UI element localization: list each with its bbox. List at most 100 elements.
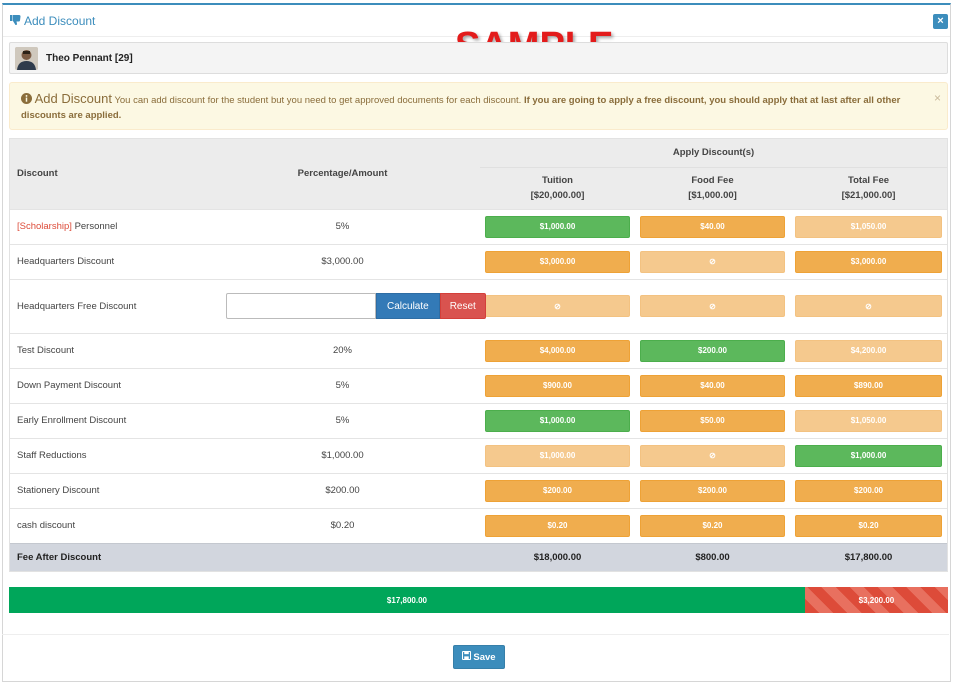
- discount-name: Stationery Discount: [10, 472, 205, 508]
- apply-cell-food: $40.00: [635, 367, 790, 403]
- info-alert: Add Discount You can add discount for th…: [9, 82, 948, 130]
- alert-text: You can add discount for the student but…: [114, 95, 522, 106]
- apply-total-button[interactable]: $1,050.00: [795, 409, 943, 432]
- header-total-amount: [$21,000.00]: [841, 190, 896, 201]
- apply-cell-total: $890.00: [790, 367, 948, 403]
- discount-value: $0.20: [205, 507, 480, 543]
- discount-row: cash discount $0.20 $0.20 $0.20 $0.20: [10, 507, 948, 543]
- discount-value: 5%: [205, 402, 480, 438]
- discount-name-text: Early Enrollment Discount: [17, 415, 127, 426]
- apply-tuition-button[interactable]: $1,000.00: [485, 444, 630, 467]
- scholarship-tag: [Scholarship]: [17, 221, 72, 232]
- discount-name: Early Enrollment Discount: [10, 402, 205, 438]
- discount-value: $3,000.00: [205, 243, 480, 279]
- discount-name-text: Headquarters Discount: [17, 256, 115, 267]
- apply-tuition-button[interactable]: $3,000.00: [485, 250, 630, 273]
- discount-name: Down Payment Discount: [10, 367, 205, 403]
- apply-cell-tuition: $900.00: [480, 367, 635, 403]
- discount-name-text: Headquarters Free Discount: [17, 300, 137, 312]
- apply-total-button[interactable]: $1,000.00: [795, 444, 943, 467]
- header-apply-discounts: Apply Discount(s): [480, 139, 948, 167]
- header-food-amount: [$1,000.00]: [688, 190, 737, 201]
- free-discount-input[interactable]: [226, 293, 376, 319]
- student-bar: Theo Pennant [29]: [9, 42, 948, 74]
- apply-cell-tuition: ⊘: [480, 278, 635, 333]
- apply-cell-total: ⊘: [790, 278, 948, 333]
- discount-name-text: Personnel: [74, 221, 118, 232]
- save-label: Save: [473, 651, 496, 663]
- apply-cell-tuition: $3,000.00: [480, 243, 635, 279]
- apply-total-button[interactable]: $1,050.00: [795, 215, 943, 238]
- header-food-label: Food Fee: [691, 175, 734, 186]
- modal-title-text: Add Discount: [24, 14, 96, 28]
- apply-cell-total: $200.00: [790, 472, 948, 508]
- discount-name: Test Discount: [10, 332, 205, 368]
- header-food: Food Fee [$1,000.00]: [635, 166, 790, 209]
- apply-total-button[interactable]: $0.20: [795, 514, 943, 537]
- free-discount-calculator: Calculate Reset: [205, 278, 486, 333]
- ban-icon-button[interactable]: ⊘: [640, 444, 785, 467]
- apply-tuition-button[interactable]: $900.00: [485, 374, 630, 397]
- apply-tuition-button[interactable]: $1,000.00: [485, 409, 630, 432]
- header-discount: Discount: [10, 139, 205, 209]
- apply-total-button[interactable]: $3,000.00: [795, 250, 943, 273]
- ban-icon-button[interactable]: ⊘: [640, 295, 785, 317]
- apply-cell-tuition: $1,000.00: [480, 208, 635, 244]
- apply-cell-food: ⊘: [635, 437, 790, 473]
- apply-tuition-button[interactable]: $0.20: [485, 514, 630, 537]
- apply-cell-total: $1,050.00: [790, 402, 948, 438]
- apply-food-button[interactable]: $200.00: [640, 339, 785, 362]
- save-icon: [462, 650, 472, 663]
- apply-cell-tuition: $4,000.00: [480, 332, 635, 368]
- apply-cell-food: $50.00: [635, 402, 790, 438]
- footer-total: $17,800.00: [790, 542, 948, 571]
- apply-cell-total: $4,200.00: [790, 332, 948, 368]
- discount-row: Early Enrollment Discount 5% $1,000.00 $50.…: [10, 402, 948, 438]
- apply-tuition-button[interactable]: $1,000.00: [485, 215, 630, 238]
- apply-food-button[interactable]: $0.20: [640, 514, 785, 537]
- apply-food-button[interactable]: $40.00: [640, 374, 785, 397]
- footer-food: $800.00: [635, 542, 790, 571]
- apply-cell-total: $0.20: [790, 507, 948, 543]
- header-tuition-amount: [$20,000.00]: [530, 190, 585, 201]
- apply-food-button[interactable]: $50.00: [640, 409, 785, 432]
- ban-icon-button[interactable]: ⊘: [485, 295, 630, 317]
- discount-name-text: Stationery Discount: [17, 485, 100, 496]
- header-total-label: Total Fee: [848, 175, 890, 186]
- apply-tuition-button[interactable]: $4,000.00: [485, 339, 630, 362]
- apply-cell-tuition: $200.00: [480, 472, 635, 508]
- apply-total-button[interactable]: $200.00: [795, 479, 943, 502]
- discount-name: Headquarters Free Discount: [10, 278, 205, 333]
- discount-name: Headquarters Discount: [10, 243, 205, 279]
- apply-cell-food: $200.00: [635, 332, 790, 368]
- ban-icon-button[interactable]: ⊘: [795, 295, 943, 317]
- payment-progress-bar: $17,800.00 $3,200.00: [9, 587, 948, 613]
- fee-after-discount-row: Fee After Discount $18,000.00 $800.00 $1…: [10, 542, 948, 571]
- apply-total-button[interactable]: $4,200.00: [795, 339, 943, 362]
- discount-value: $200.00: [205, 472, 480, 508]
- discount-name: cash discount: [10, 507, 205, 543]
- apply-food-button[interactable]: $200.00: [640, 479, 785, 502]
- calculator-group: Calculate Reset: [206, 293, 486, 319]
- apply-cell-total: $1,000.00: [790, 437, 948, 473]
- discount-row: Staff Reductions $1,000.00 $1,000.00 ⊘ $1,00…: [10, 437, 948, 473]
- apply-food-button[interactable]: $40.00: [640, 215, 785, 238]
- alert-close-icon[interactable]: ×: [933, 91, 941, 105]
- discount-name-text: Staff Reductions: [17, 450, 87, 461]
- apply-total-button[interactable]: $890.00: [795, 374, 943, 397]
- calculate-button[interactable]: Calculate: [376, 293, 440, 319]
- discount-row: Stationery Discount $200.00 $200.00 $200.00…: [10, 472, 948, 508]
- ban-icon-button[interactable]: ⊘: [640, 250, 785, 273]
- apply-cell-food: ⊘: [635, 243, 790, 279]
- progress-remaining-segment: $3,200.00: [804, 587, 948, 613]
- apply-tuition-button[interactable]: $200.00: [485, 479, 630, 502]
- discount-row: Headquarters Discount $3,000.00 $3,000.00 ⊘…: [10, 243, 948, 279]
- apply-cell-tuition: $1,000.00: [480, 402, 635, 438]
- discount-value: $1,000.00: [205, 437, 480, 473]
- apply-cell-tuition: $0.20: [480, 507, 635, 543]
- save-button[interactable]: Save: [453, 645, 505, 669]
- reset-button[interactable]: Reset: [439, 293, 486, 319]
- apply-cell-tuition: $1,000.00: [480, 437, 635, 473]
- header-tuition-label: Tuition: [542, 175, 573, 186]
- close-button[interactable]: ×: [933, 14, 948, 29]
